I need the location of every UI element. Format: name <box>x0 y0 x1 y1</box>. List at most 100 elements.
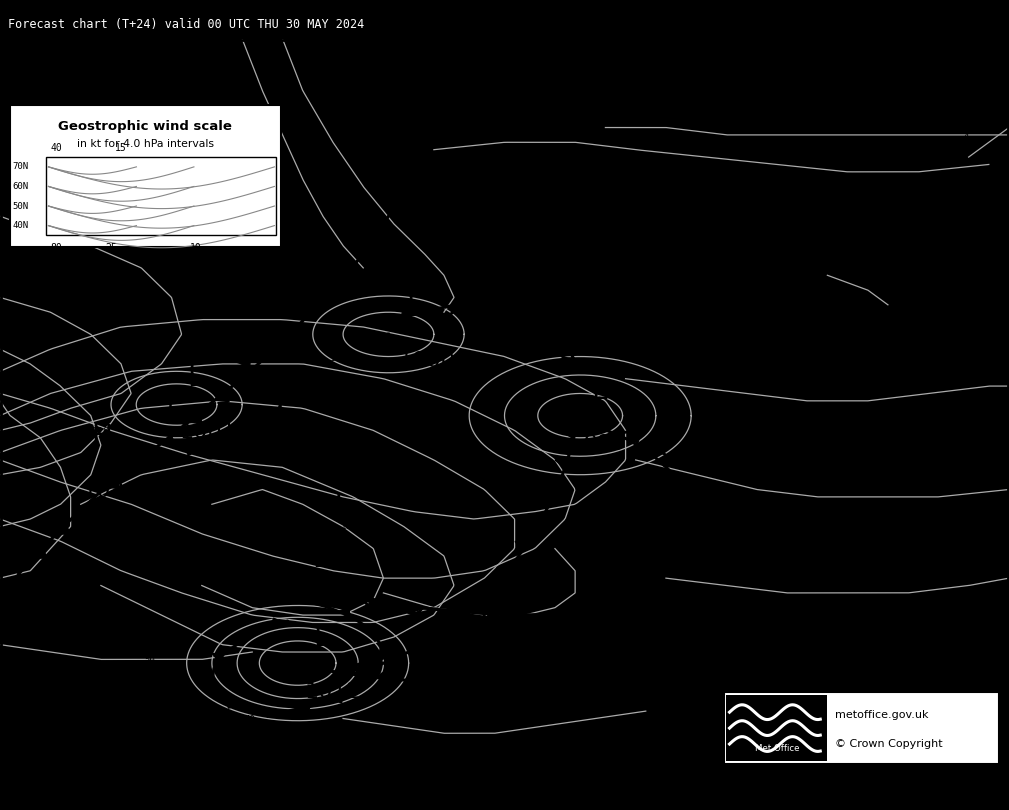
Polygon shape <box>316 298 330 308</box>
Text: 1012: 1012 <box>875 206 897 215</box>
Polygon shape <box>369 626 381 635</box>
Polygon shape <box>563 428 576 439</box>
Text: 15: 15 <box>115 143 127 152</box>
Polygon shape <box>607 608 620 616</box>
Polygon shape <box>531 513 545 524</box>
Polygon shape <box>367 599 380 607</box>
Text: L: L <box>407 294 422 322</box>
Polygon shape <box>451 614 466 625</box>
Bar <box>10 105 281 247</box>
Polygon shape <box>314 70 328 81</box>
Polygon shape <box>213 653 224 662</box>
Polygon shape <box>239 359 250 368</box>
Polygon shape <box>203 347 216 355</box>
Text: 1012: 1012 <box>305 681 361 701</box>
Text: 1012: 1012 <box>279 396 302 405</box>
Polygon shape <box>527 615 540 622</box>
Polygon shape <box>555 457 569 467</box>
Polygon shape <box>545 321 557 330</box>
Polygon shape <box>391 649 405 659</box>
Text: 1004: 1004 <box>249 275 271 284</box>
Polygon shape <box>446 610 459 618</box>
Text: 1012: 1012 <box>532 516 554 525</box>
Text: 40: 40 <box>245 715 255 724</box>
Polygon shape <box>267 380 279 388</box>
Text: 30: 30 <box>740 191 750 200</box>
Text: 1016: 1016 <box>501 132 524 141</box>
Text: 40: 40 <box>50 143 63 152</box>
Polygon shape <box>359 249 374 258</box>
Polygon shape <box>57 525 71 535</box>
Polygon shape <box>750 211 764 220</box>
Text: 999: 999 <box>583 434 626 454</box>
Text: 50N: 50N <box>12 202 28 211</box>
Text: 1012: 1012 <box>845 568 867 577</box>
Polygon shape <box>788 221 802 230</box>
Text: © Crown Copyright: © Crown Copyright <box>835 739 943 749</box>
Text: metoffice.gov.uk: metoffice.gov.uk <box>835 710 929 720</box>
Text: 60: 60 <box>497 487 508 496</box>
Polygon shape <box>292 322 307 332</box>
Polygon shape <box>475 296 489 305</box>
Text: 1011: 1011 <box>622 659 678 680</box>
Text: 1012: 1012 <box>68 369 90 377</box>
Polygon shape <box>202 677 213 687</box>
Text: 40: 40 <box>437 663 447 673</box>
Text: 1012: 1012 <box>643 139 665 148</box>
Text: 80: 80 <box>50 243 63 253</box>
Polygon shape <box>298 706 310 714</box>
Text: 1001: 1001 <box>180 421 236 441</box>
Text: L: L <box>188 364 203 392</box>
Text: 1020: 1020 <box>83 480 139 501</box>
Polygon shape <box>188 413 203 424</box>
Polygon shape <box>276 406 289 416</box>
Polygon shape <box>826 230 840 240</box>
Text: H: H <box>321 493 342 522</box>
Polygon shape <box>486 614 499 621</box>
Polygon shape <box>241 633 252 642</box>
Text: 1020: 1020 <box>98 479 120 488</box>
Polygon shape <box>647 603 660 612</box>
Text: Met Office: Met Office <box>755 744 799 752</box>
Polygon shape <box>33 548 47 558</box>
Text: 1016: 1016 <box>340 437 362 446</box>
Polygon shape <box>305 595 318 604</box>
Text: 1012: 1012 <box>915 450 937 458</box>
Polygon shape <box>338 608 350 616</box>
Polygon shape <box>242 369 257 379</box>
Polygon shape <box>378 222 393 232</box>
Polygon shape <box>331 694 343 703</box>
Bar <box>724 692 999 765</box>
Text: 1020: 1020 <box>360 481 382 490</box>
Text: 1024: 1024 <box>108 531 130 539</box>
Text: 70N: 70N <box>12 162 28 172</box>
Text: Forecast chart (T+24) valid 00 UTC THU 30 MAY 2024: Forecast chart (T+24) valid 00 UTC THU 3… <box>8 18 364 31</box>
Text: 50: 50 <box>64 590 74 599</box>
Polygon shape <box>378 651 389 660</box>
Polygon shape <box>215 391 229 402</box>
Polygon shape <box>515 540 530 551</box>
Text: L: L <box>313 624 328 652</box>
Text: in kt for 4.0 hPa intervals: in kt for 4.0 hPa intervals <box>77 139 214 149</box>
Polygon shape <box>81 501 95 511</box>
Polygon shape <box>186 447 198 455</box>
Text: 4: 4 <box>964 132 970 141</box>
Polygon shape <box>425 633 438 643</box>
Text: 1020: 1020 <box>481 715 503 724</box>
Polygon shape <box>401 308 415 318</box>
Polygon shape <box>339 274 354 284</box>
Text: 1008: 1008 <box>279 330 302 339</box>
Text: 1008: 1008 <box>471 279 493 288</box>
Polygon shape <box>106 479 120 488</box>
Text: 10: 10 <box>190 243 202 253</box>
Polygon shape <box>385 200 400 211</box>
Text: 1016: 1016 <box>88 428 110 437</box>
Text: 1012: 1012 <box>532 230 554 239</box>
Bar <box>726 695 827 761</box>
Text: 40N: 40N <box>12 221 28 230</box>
Text: 1024: 1024 <box>340 522 362 531</box>
Text: 1030: 1030 <box>313 551 369 571</box>
Polygon shape <box>567 612 580 620</box>
Bar <box>46 157 276 236</box>
Text: 1012: 1012 <box>612 582 635 591</box>
